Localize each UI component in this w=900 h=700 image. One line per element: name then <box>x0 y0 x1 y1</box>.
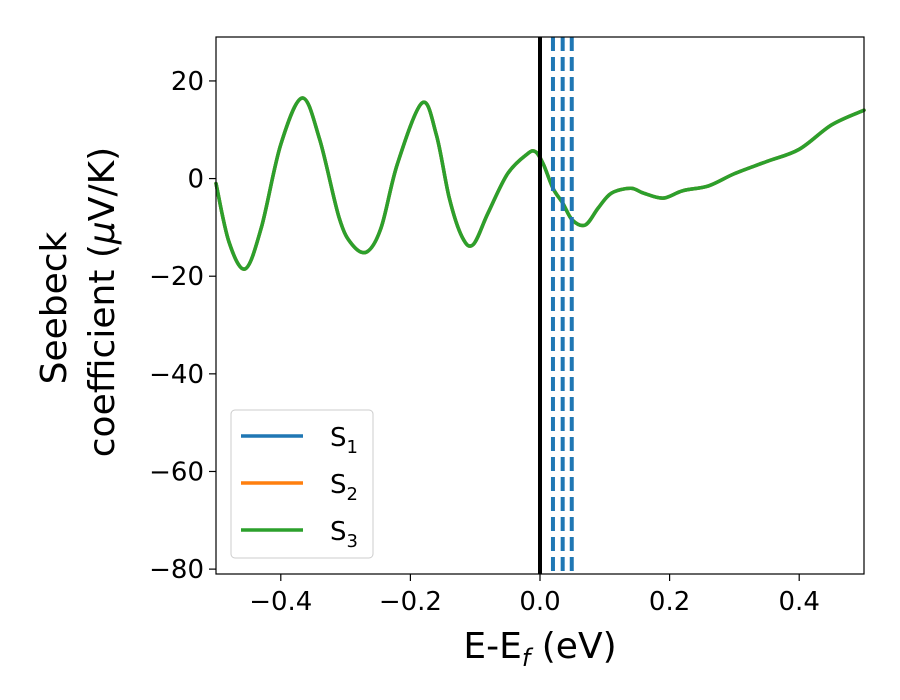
legend-label-2: S2 <box>330 470 358 505</box>
y-tick-label: −20 <box>149 262 204 292</box>
series-layer <box>214 96 866 271</box>
x-tick-label: −0.2 <box>379 587 442 617</box>
y-axis-label: Seebeck coefficient (μV/K) <box>34 147 123 457</box>
vertical-lines <box>538 37 574 574</box>
legend: S1 S2 S3 <box>230 409 374 559</box>
x-axis-label: E-Ef (eV) <box>463 626 616 672</box>
y-axis-label-line2: coefficient (μV/K) <box>82 147 123 457</box>
y-axis-label-mu: μ <box>82 221 123 245</box>
x-tick-label: 0.2 <box>649 587 690 617</box>
x-axis-label-rest: (eV) <box>530 626 616 667</box>
x-axis-label-base: E-E <box>463 626 521 667</box>
y-axis-label-line1: Seebeck <box>34 231 75 384</box>
y-axis-label-line2-pre: coefficient ( <box>82 244 123 457</box>
x-axis: −0.4 −0.2 0.0 0.2 0.4 <box>249 574 820 617</box>
y-tick-label: −40 <box>149 360 204 390</box>
legend-entries: S1 S2 S3 <box>241 423 358 552</box>
y-tick-label: −80 <box>149 555 204 585</box>
plot-area <box>214 36 866 575</box>
y-tick-label: −60 <box>149 457 204 487</box>
x-tick-label: 0.4 <box>779 587 820 617</box>
legend-label-1: S1 <box>330 423 358 458</box>
y-axis-label-line2-post: V/K) <box>82 147 123 221</box>
series-line-3 <box>214 96 866 271</box>
x-tick-label: −0.4 <box>249 587 312 617</box>
y-tick-label: 0 <box>187 165 204 195</box>
y-tick-label: 20 <box>171 67 204 97</box>
x-tick-label: 0.0 <box>519 587 560 617</box>
legend-label-3: S3 <box>330 517 358 552</box>
y-axis: 20 0 −20 −40 −60 −80 <box>149 67 216 585</box>
